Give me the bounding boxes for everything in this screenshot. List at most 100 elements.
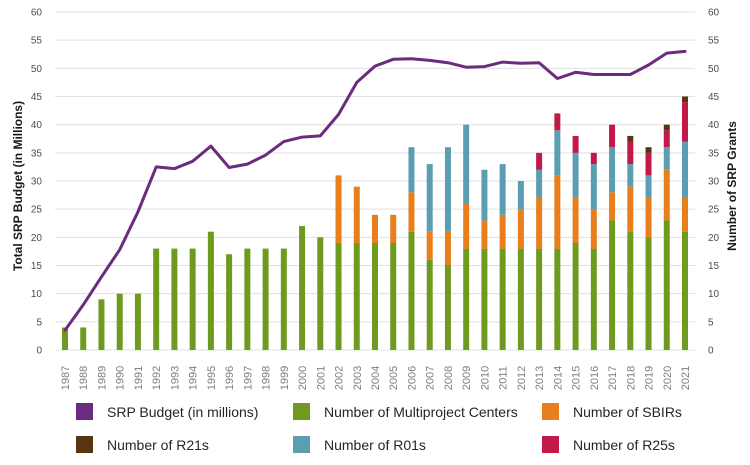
x-tick-label: 2005	[388, 366, 400, 390]
bar-r01	[645, 175, 652, 198]
legend-label-budget: SRP Budget (in millions)	[107, 403, 259, 420]
bar-sbir	[426, 231, 433, 260]
legend-item-r25: Number of R25s	[542, 436, 675, 453]
right-tick-label: 45	[708, 92, 720, 103]
legend-label-r25: Number of R25s	[573, 436, 675, 453]
x-tick-label: 1998	[261, 366, 273, 390]
right-tick-label: 55	[708, 36, 720, 47]
left-tick-label: 45	[31, 92, 43, 103]
bar-centers	[317, 237, 324, 350]
x-tick-label: 1988	[78, 366, 90, 390]
right-tick-label: 30	[708, 177, 720, 188]
bar-centers	[171, 248, 178, 350]
right-y-axis-ticks: 0 5 10 15 20 25 30 35 40 45 50 55 60	[708, 8, 720, 357]
right-tick-label: 15	[708, 261, 720, 272]
left-tick-label: 60	[31, 8, 43, 19]
left-tick-label: 35	[31, 148, 43, 159]
bar-r01	[627, 164, 634, 187]
bar-sbir	[481, 220, 488, 249]
bar-sbir	[627, 186, 634, 232]
left-tick-label: 40	[31, 120, 43, 131]
bar-r21	[682, 96, 688, 103]
bar-r01	[444, 147, 451, 232]
budget-line-group	[63, 49, 687, 332]
bar-r25	[609, 124, 616, 148]
x-tick-label: 2021	[680, 366, 692, 390]
bar-r25	[663, 130, 670, 148]
bar-sbir	[536, 197, 543, 249]
x-tick-label: 1993	[169, 366, 181, 390]
x-tick-label: 1987	[60, 366, 72, 390]
x-tick-label: 1990	[115, 366, 127, 390]
legend-label-sbir: Number of SBIRs	[573, 403, 682, 420]
left-axis-title: Total SRP Budget (in Millions)	[11, 101, 25, 271]
right-tick-label: 20	[708, 233, 720, 244]
bar-centers	[207, 231, 214, 350]
bar-centers	[153, 248, 160, 350]
bar-centers	[554, 248, 561, 350]
legend-item-centers: Number of Multiproject Centers	[293, 403, 518, 420]
bar-sbir	[554, 175, 561, 249]
bar-centers	[590, 248, 597, 350]
bar-sbir	[609, 192, 616, 221]
right-tick-label: 5	[708, 317, 714, 328]
bar-centers	[62, 327, 68, 350]
bar-sbir	[444, 231, 451, 266]
bar-centers	[499, 248, 506, 350]
bar-r01	[663, 147, 670, 170]
x-tick-label: 1994	[188, 366, 200, 390]
x-tick-label: 2018	[625, 366, 637, 390]
left-tick-label: 15	[31, 261, 43, 272]
x-tick-label: 2000	[297, 366, 309, 390]
right-tick-label: 40	[708, 120, 720, 131]
left-tick-label: 10	[31, 289, 43, 300]
bar-sbir	[408, 192, 415, 232]
budget-line	[63, 49, 687, 332]
bar-sbir	[335, 175, 342, 243]
bar-sbir	[645, 197, 652, 238]
bar-sbir	[390, 214, 397, 243]
bar-sbir	[372, 214, 378, 243]
bar-r01	[554, 130, 561, 176]
x-tick-label: 2014	[552, 366, 564, 390]
x-tick-label: 2004	[370, 366, 382, 390]
x-tick-label: 1989	[96, 366, 108, 390]
legend-item-budget: SRP Budget (in millions)	[76, 403, 258, 420]
bar-r25	[554, 113, 561, 131]
legend-swatch-r25	[542, 436, 559, 453]
bar-centers	[335, 242, 342, 350]
legend-swatch-sbir	[542, 403, 559, 420]
bar-centers	[280, 248, 287, 350]
x-tick-label: 1997	[242, 366, 254, 390]
x-tick-label: 2009	[461, 366, 473, 390]
srp-chart: 0 5 10 15 20 25 30 35 40 45 50 55 60 0 5 10 15 20 25 30 35 4…	[11, 8, 739, 391]
bar-r21	[645, 147, 652, 153]
bar-centers	[609, 220, 616, 350]
bar-r25	[590, 152, 597, 165]
left-y-axis-ticks: 0 5 10 15 20 25 30 35 40 45 50 55 60	[31, 8, 43, 357]
x-tick-label: 2015	[571, 366, 583, 390]
bar-centers	[444, 265, 451, 350]
bar-centers	[390, 242, 397, 350]
bar-centers	[536, 248, 543, 350]
x-tick-label: 2008	[443, 366, 455, 390]
right-tick-label: 60	[708, 8, 720, 19]
x-tick-label: 2020	[662, 366, 674, 390]
bar-r01	[536, 169, 543, 198]
bar-centers	[517, 248, 524, 350]
bar-r25	[682, 102, 688, 142]
bar-centers	[426, 259, 433, 350]
bar-r01	[609, 147, 616, 193]
x-tick-label: 2010	[479, 366, 491, 390]
x-tick-label: 2011	[498, 366, 510, 390]
x-tick-label: 2016	[589, 366, 601, 390]
bar-sbir	[353, 186, 360, 243]
bars-group	[62, 96, 688, 350]
bar-centers	[189, 248, 196, 350]
x-tick-label: 2007	[425, 366, 437, 390]
legend-label-centers: Number of Multiproject Centers	[324, 403, 518, 420]
left-tick-label: 55	[31, 36, 43, 47]
legend-swatch-centers	[293, 403, 310, 420]
left-tick-label: 0	[36, 346, 42, 357]
legend-swatch-budget	[76, 403, 93, 420]
